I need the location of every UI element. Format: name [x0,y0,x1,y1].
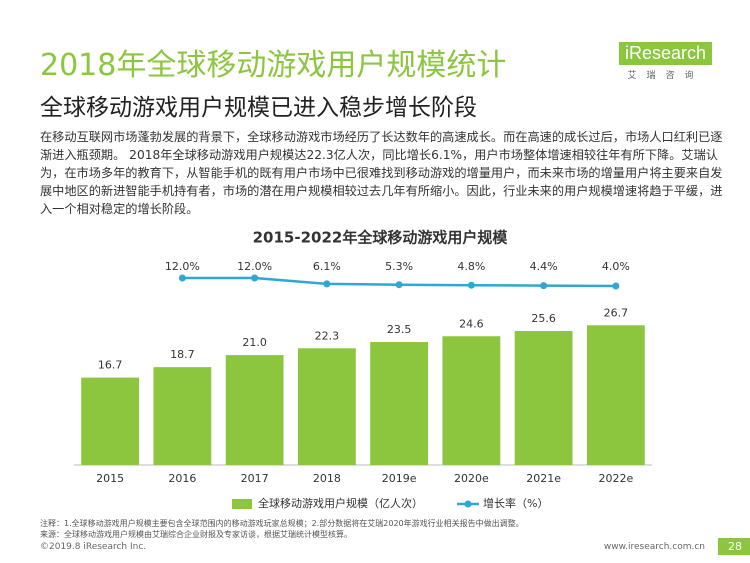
legend-label: 增长率（%） [483,496,548,510]
bar [586,325,645,465]
line-point [395,281,403,289]
subtitle: 全球移动游戏用户规模已进入稳步增长阶段 [40,95,477,121]
x-tick-label: 2017 [241,472,269,485]
bar [442,336,501,465]
data-label: 12.0% [237,260,272,273]
data-label: 24.6 [459,317,484,330]
bar [81,377,140,465]
paragraph: 在移动互联网市场蓬勃发展的背景下，全球移动游戏市场经历了长达数年的高速成长。而在… [40,130,723,216]
x-tick-label: 2022e [598,472,633,485]
data-label: 12.0% [165,260,200,273]
bar [297,348,356,465]
x-tick-label: 2019e [382,472,417,485]
data-label: 4.4% [530,260,558,273]
bar [514,331,573,465]
logo-text: iResearch [618,42,712,65]
data-label: 21.0 [242,336,267,349]
bar [153,367,212,465]
data-label: 22.3 [315,329,340,342]
data-label: 25.6 [531,312,556,325]
title: 2018年全球移动游戏用户规模统计 [40,48,507,83]
line-point [612,282,620,290]
logo: iResearch 艾瑞咨询 [618,42,712,81]
data-label: 16.7 [98,359,123,372]
note: 注释：1.全球移动游戏用户规模主要包含全球范围内的移动游戏玩家总规模；2.部分数… [40,519,524,528]
site: www.iresearch.com.cn [603,542,705,552]
line-point [467,281,475,289]
line-point [323,280,331,288]
logo-sub: 艾瑞咨询 [627,71,704,81]
x-tick-label: 2016 [168,472,196,485]
line-point [178,274,186,282]
x-tick-label: 2021e [526,472,561,485]
legend-swatch [232,499,252,509]
x-tick-label: 2015 [96,472,124,485]
data-label: 4.8% [457,260,485,273]
bar [370,342,429,465]
legend-swatch [464,500,472,508]
data-label: 18.7 [170,348,195,361]
data-label: 4.0% [602,260,630,273]
source: 来源：全球移动游戏用户规模由艾瑞综合企业财报及专家访谈，根据艾瑞统计模型核算。 [40,530,352,539]
bar [225,355,284,465]
data-label: 23.5 [387,323,412,336]
data-label: 26.7 [604,306,629,319]
x-tick-label: 2018 [313,472,341,485]
legend-label: 全球移动游戏用户规模（亿人次） [258,496,423,510]
page-number: 28 [718,538,750,555]
copyright: ©2019.8 iResearch Inc. [40,542,147,552]
data-label: 5.3% [385,260,413,273]
chart-title: 2015-2022年全球移动游戏用户规模 [253,229,509,247]
x-tick-label: 2020e [454,472,489,485]
line-point [540,282,548,290]
line-point [251,274,259,282]
data-label: 6.1% [313,260,341,273]
